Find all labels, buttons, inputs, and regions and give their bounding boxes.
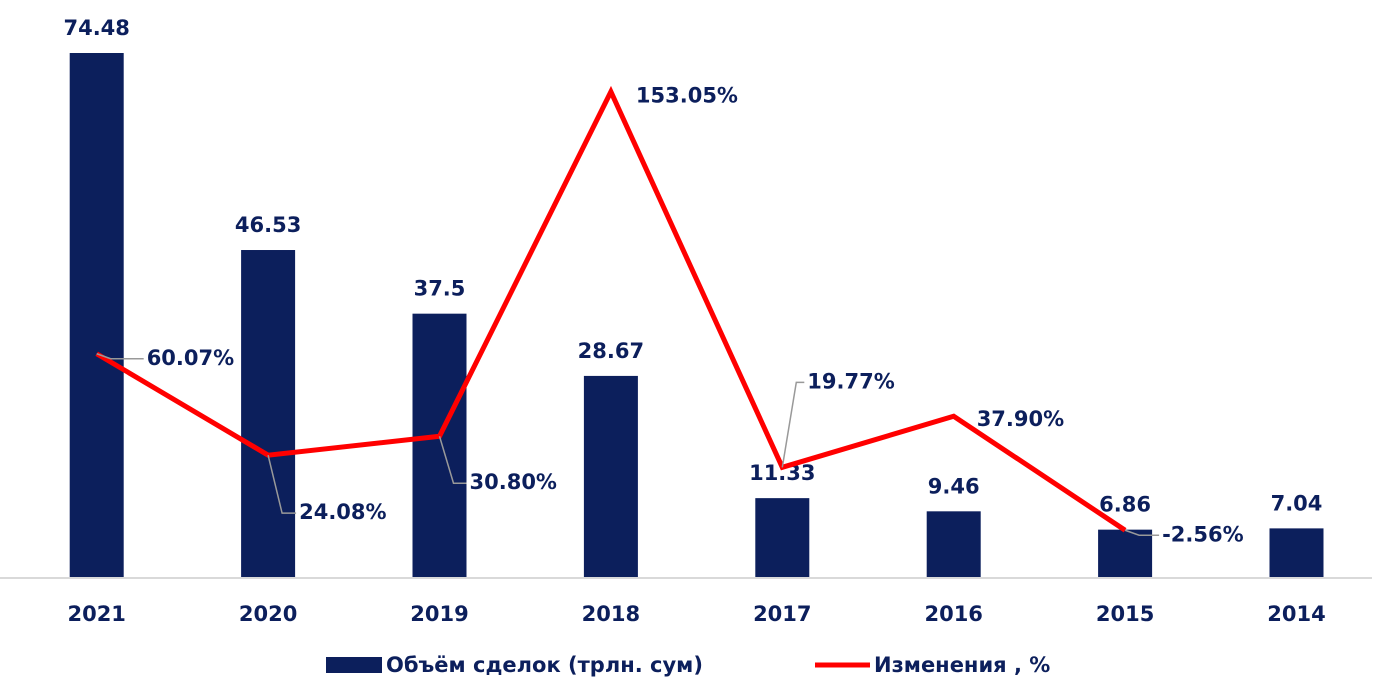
bar-value-label: 6.86 bbox=[1099, 493, 1151, 517]
leader-line bbox=[781, 381, 805, 468]
line-value-label: 19.77% bbox=[807, 369, 894, 393]
bar-value-label: 28.67 bbox=[578, 339, 644, 363]
bar bbox=[583, 375, 638, 578]
x-tick-label: 2019 bbox=[410, 602, 468, 626]
line-value-label: -2.56% bbox=[1162, 522, 1244, 546]
bar bbox=[412, 313, 467, 578]
line-value-label: 153.05% bbox=[636, 84, 738, 108]
legend-label: Объём сделок (трлн. сум) bbox=[386, 653, 703, 677]
x-tick-label: 2021 bbox=[67, 602, 125, 626]
x-tick-label: 2018 bbox=[582, 602, 640, 626]
line-value-label: 37.90% bbox=[977, 407, 1064, 431]
line-value-label: 60.07% bbox=[147, 346, 234, 370]
x-tick-label: 2020 bbox=[239, 602, 297, 626]
bar-value-label: 46.53 bbox=[235, 213, 301, 237]
bar-value-label: 9.46 bbox=[928, 474, 980, 498]
leader-line bbox=[1124, 529, 1160, 537]
bar bbox=[69, 53, 124, 578]
bar-value-label: 7.04 bbox=[1271, 491, 1323, 515]
leader-line bbox=[438, 436, 467, 484]
line-value-label: 30.80% bbox=[470, 470, 557, 494]
leader-line bbox=[96, 353, 144, 360]
x-tick-label: 2016 bbox=[924, 602, 982, 626]
bar bbox=[1098, 529, 1153, 578]
line-value-label: 24.08% bbox=[299, 500, 386, 524]
bar bbox=[926, 511, 981, 578]
x-tick-label: 2017 bbox=[753, 602, 811, 626]
bar-value-label: 74.48 bbox=[63, 16, 129, 40]
leader-line bbox=[267, 455, 297, 514]
bar bbox=[1269, 528, 1324, 578]
bar bbox=[755, 498, 810, 578]
legend-label: Изменения , % bbox=[874, 653, 1050, 677]
x-tick-label: 2014 bbox=[1267, 602, 1325, 626]
legend-swatch bbox=[326, 657, 382, 673]
x-tick-label: 2015 bbox=[1096, 602, 1154, 626]
bar-value-label: 37.5 bbox=[414, 277, 466, 301]
bar bbox=[241, 250, 296, 578]
